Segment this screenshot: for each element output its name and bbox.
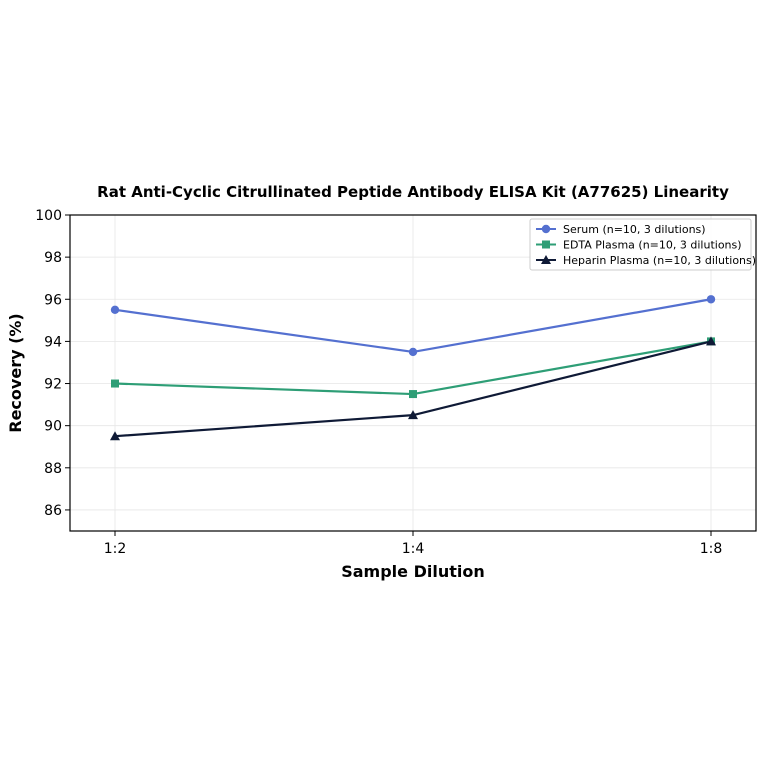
legend-label: Serum (n=10, 3 dilutions)	[563, 223, 706, 236]
data-point	[409, 390, 417, 399]
legend-entry: Heparin Plasma (n=10, 3 dilutions)	[536, 254, 756, 267]
y-tick-label: 94	[44, 334, 62, 350]
ticks: 86 88 90 92 94 96 98 100 1:2 1:4 1:8	[35, 208, 722, 557]
legend-marker	[541, 224, 551, 234]
legend-marker	[542, 240, 550, 249]
y-tick-label: 98	[44, 250, 62, 266]
y-tick-label: 90	[44, 419, 62, 435]
x-tick-label: 1:2	[104, 541, 127, 557]
data-point	[706, 295, 716, 304]
y-tick-label: 86	[44, 503, 62, 519]
legend-entry: EDTA Plasma (n=10, 3 dilutions)	[536, 239, 742, 252]
chart-title: Rat Anti-Cyclic Citrullinated Peptide An…	[97, 183, 729, 201]
series-3	[110, 336, 716, 441]
data-point	[706, 336, 716, 346]
series-layer	[110, 295, 716, 441]
data-point	[110, 431, 120, 441]
x-axis-title: Sample Dilution	[341, 562, 485, 581]
data-point	[408, 410, 418, 420]
y-tick-label: 96	[44, 292, 62, 308]
x-tick-label: 1:8	[700, 541, 723, 557]
legend-label: Heparin Plasma (n=10, 3 dilutions)	[563, 254, 756, 267]
legend-entry: Serum (n=10, 3 dilutions)	[536, 223, 706, 236]
x-tick-label: 1:4	[402, 541, 425, 557]
y-tick-label: 92	[44, 377, 62, 393]
y-tick-label: 88	[44, 461, 62, 477]
series-1	[110, 295, 716, 357]
legend-marker	[541, 255, 551, 264]
data-point	[408, 347, 418, 357]
legend-label: EDTA Plasma (n=10, 3 dilutions)	[563, 239, 742, 252]
y-axis-title: Recovery (%)	[6, 313, 25, 432]
data-point	[111, 379, 119, 388]
legend: Serum (n=10, 3 dilutions) EDTA Plasma (n=…	[529, 218, 756, 271]
data-point	[110, 305, 120, 314]
legend-box	[529, 218, 752, 271]
y-tick-label: 100	[35, 208, 62, 224]
